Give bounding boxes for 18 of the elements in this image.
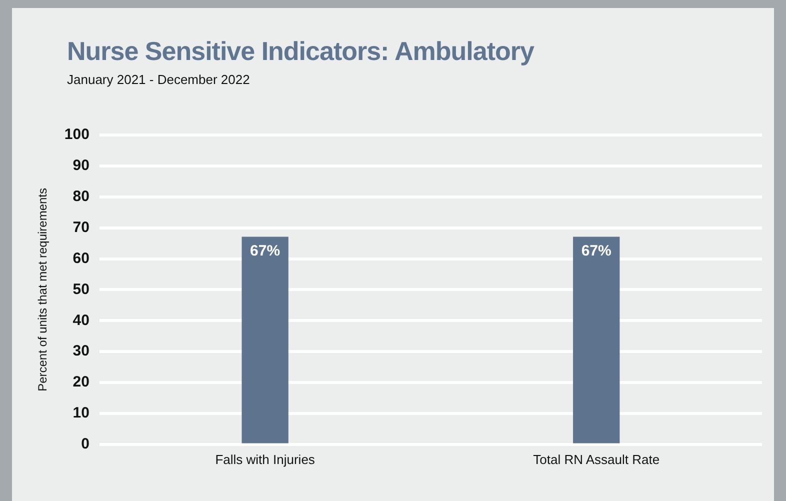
- data-label: 67%: [250, 242, 280, 260]
- y-tick-label: 30: [72, 342, 90, 360]
- y-tick-label: 80: [72, 188, 90, 206]
- y-tick-label: 100: [64, 126, 90, 144]
- y-tick-label: 10: [72, 404, 90, 422]
- y-tick-label: 40: [72, 312, 90, 329]
- y-tick-label: 0: [81, 436, 90, 453]
- y-tick-label: 50: [72, 280, 90, 298]
- y-tick-label: 90: [72, 157, 90, 174]
- y-tick-label: 20: [72, 374, 90, 391]
- chart-title: Nurse Sensitive Indicators: Ambulatory: [67, 36, 534, 67]
- data-label: 67%: [581, 242, 612, 260]
- x-tick-label: Falls with Injuries: [215, 452, 316, 467]
- y-axis-title: Percent of units that met requirements: [36, 188, 50, 392]
- x-tick-label: Total RN Assault Rate: [533, 452, 660, 467]
- y-tick-label: 60: [72, 250, 90, 267]
- y-tick-label: 70: [72, 218, 90, 236]
- chart-subtitle: January 2021 - December 2022: [67, 72, 250, 87]
